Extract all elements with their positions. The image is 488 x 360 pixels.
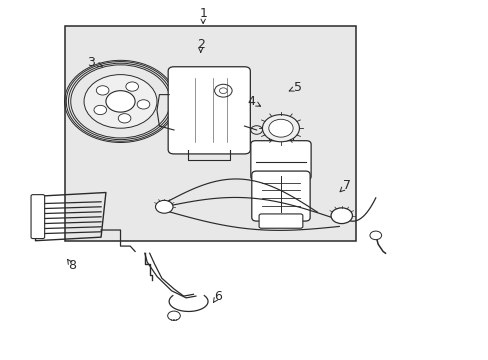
Text: 7: 7 bbox=[342, 179, 350, 192]
Circle shape bbox=[155, 201, 173, 213]
Circle shape bbox=[94, 105, 106, 114]
Text: 8: 8 bbox=[68, 259, 76, 272]
Circle shape bbox=[125, 82, 138, 91]
Circle shape bbox=[214, 84, 232, 97]
Circle shape bbox=[137, 100, 149, 109]
FancyBboxPatch shape bbox=[168, 67, 250, 154]
Text: 4: 4 bbox=[247, 95, 255, 108]
Text: 2: 2 bbox=[196, 38, 204, 51]
FancyBboxPatch shape bbox=[31, 195, 44, 239]
Circle shape bbox=[84, 75, 157, 128]
Text: 6: 6 bbox=[213, 289, 221, 303]
Circle shape bbox=[369, 231, 381, 240]
FancyBboxPatch shape bbox=[251, 171, 309, 221]
FancyBboxPatch shape bbox=[259, 214, 302, 228]
FancyBboxPatch shape bbox=[268, 128, 292, 146]
Circle shape bbox=[268, 119, 292, 137]
FancyBboxPatch shape bbox=[250, 141, 310, 180]
Circle shape bbox=[96, 86, 109, 95]
Text: 3: 3 bbox=[87, 55, 95, 69]
Text: 1: 1 bbox=[199, 8, 207, 21]
FancyBboxPatch shape bbox=[64, 26, 356, 241]
Circle shape bbox=[219, 88, 227, 94]
Text: 5: 5 bbox=[293, 81, 302, 94]
Circle shape bbox=[118, 114, 131, 123]
Circle shape bbox=[106, 91, 135, 112]
Circle shape bbox=[330, 208, 352, 224]
Circle shape bbox=[262, 114, 299, 142]
Circle shape bbox=[167, 311, 180, 320]
